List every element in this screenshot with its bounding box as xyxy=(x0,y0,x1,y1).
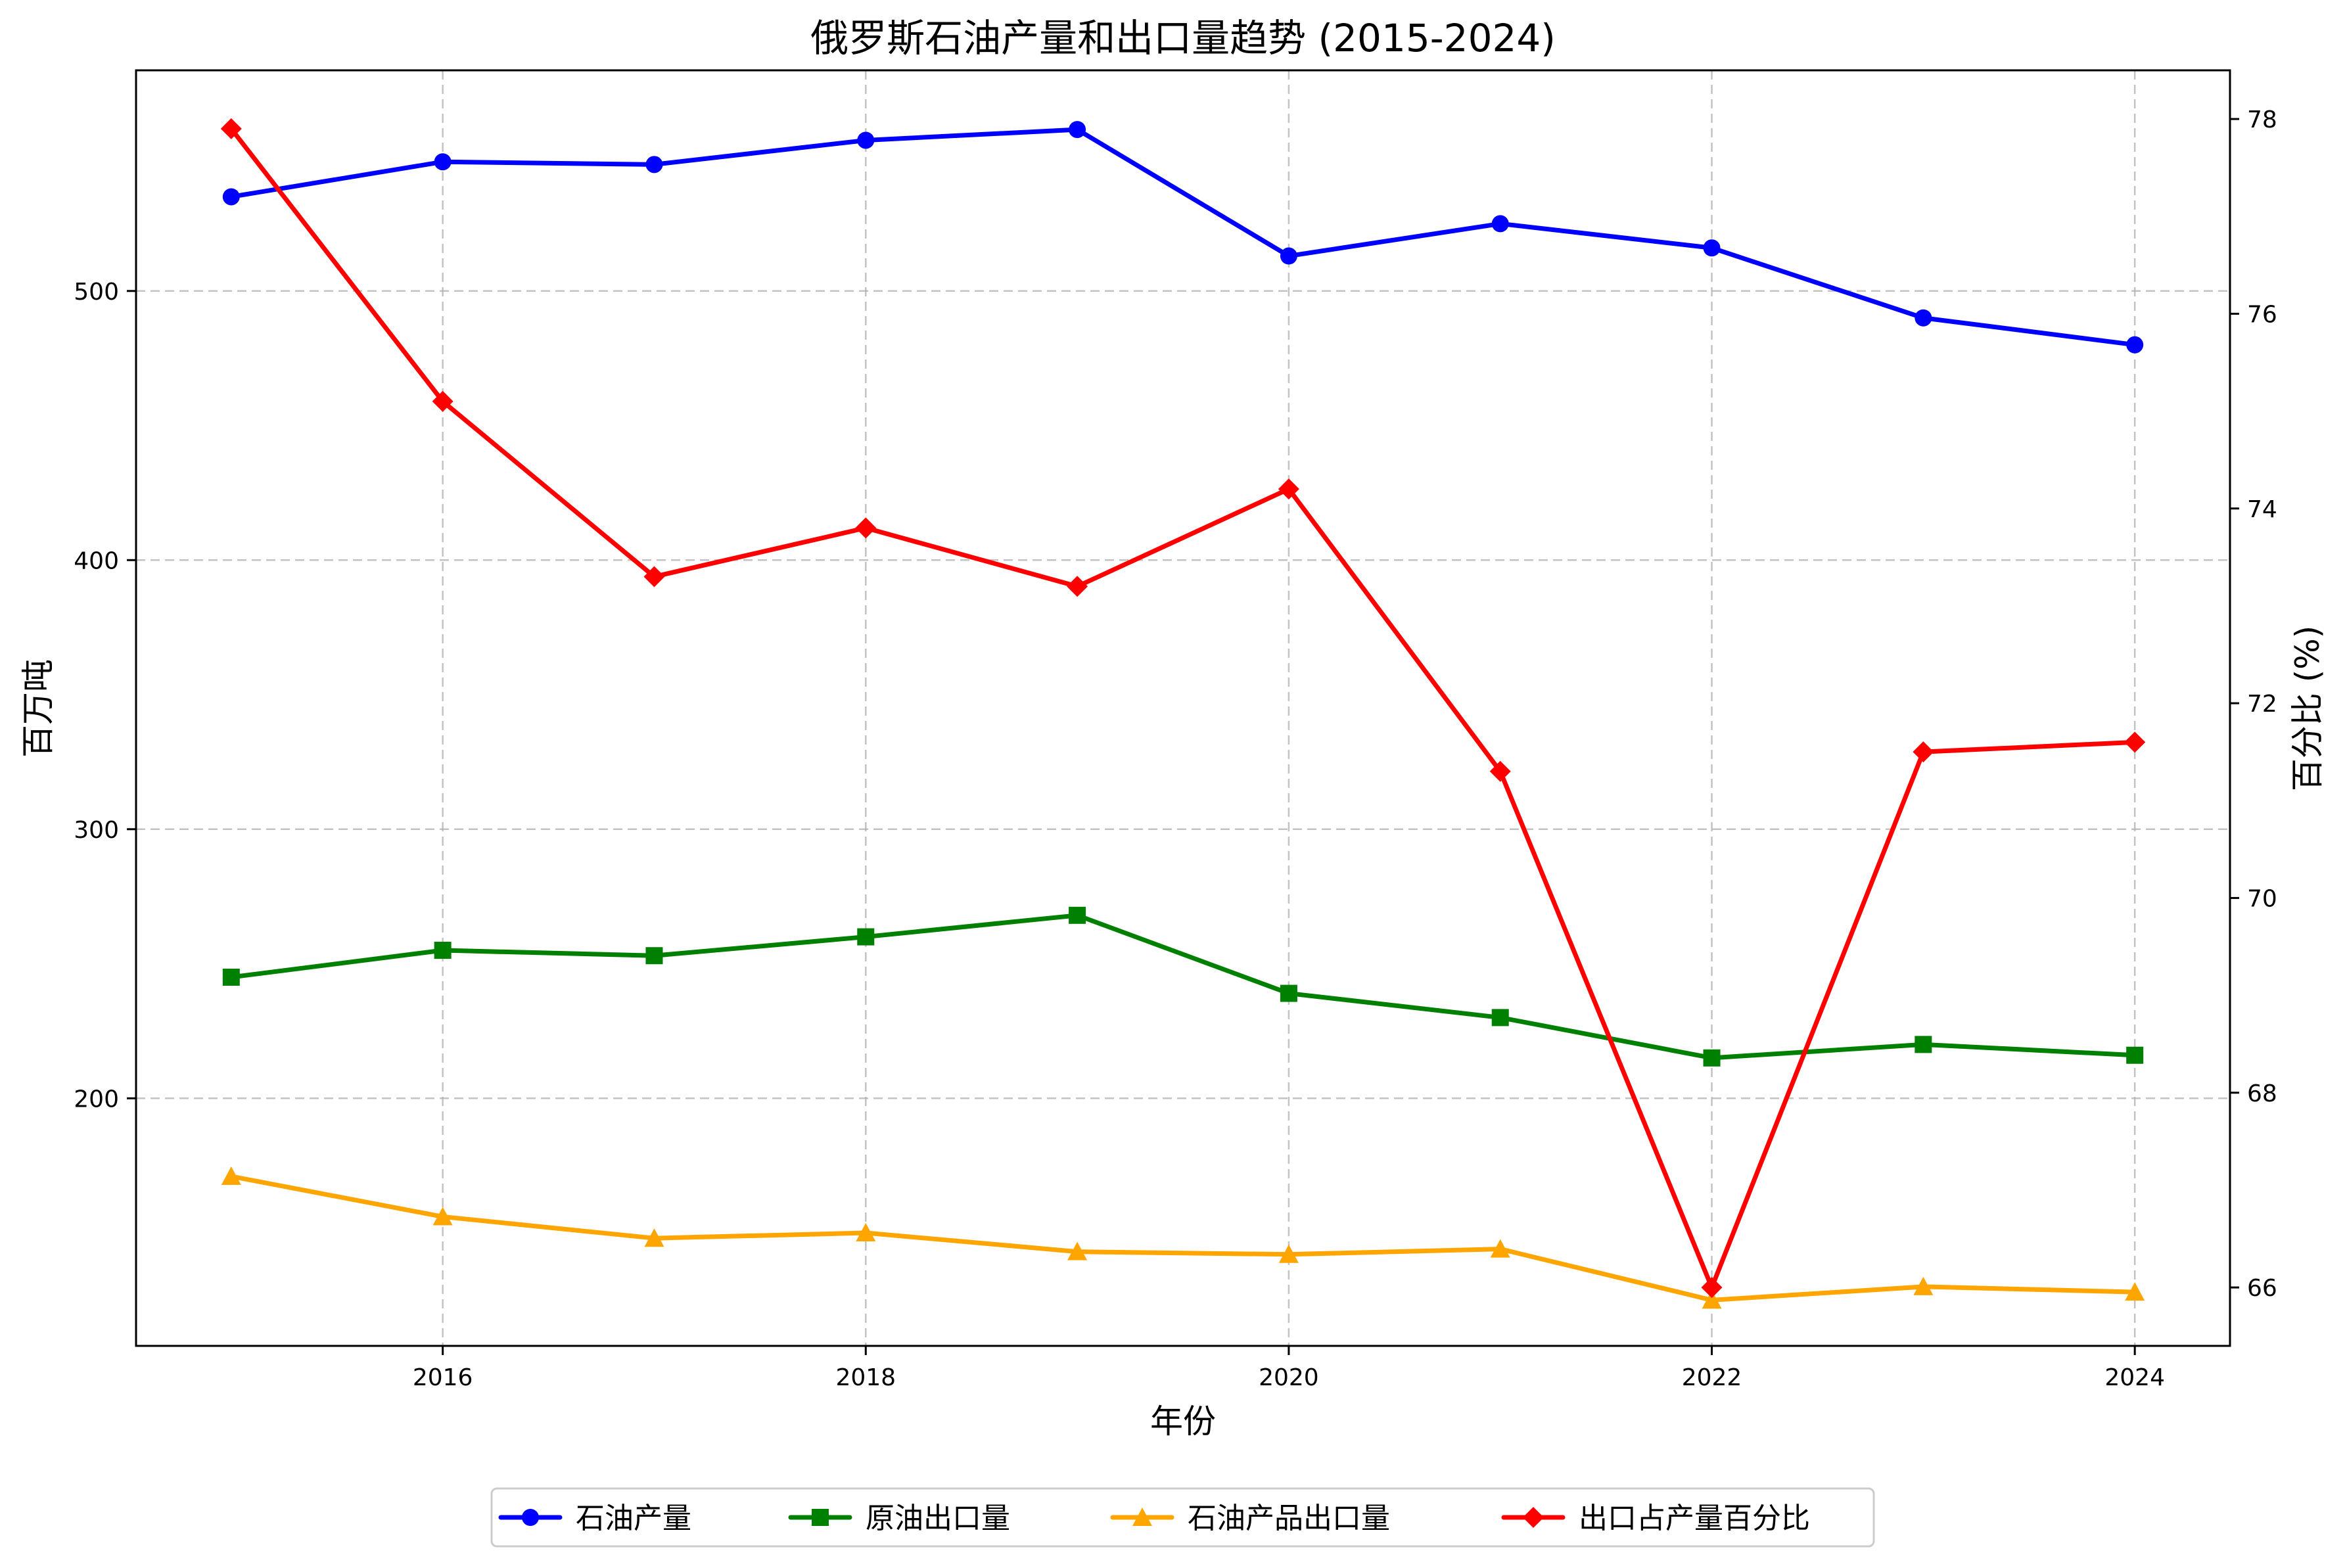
series-4-point xyxy=(1701,1277,1723,1299)
legend-label: 出口占产量百分比 xyxy=(1579,1502,1810,1535)
series-1-point xyxy=(1491,215,1509,233)
series-3-point xyxy=(644,1228,664,1247)
x-tick-label: 2018 xyxy=(835,1364,896,1391)
series-3-point xyxy=(221,1166,241,1186)
series-3-point xyxy=(1490,1239,1510,1258)
right-y-tick-label: 68 xyxy=(2247,1080,2277,1107)
right-y-axis-ticks: 66 68 70 72 74 76 78 xyxy=(2230,106,2277,1302)
grid-lines xyxy=(136,70,2230,1346)
series-4-point xyxy=(220,118,242,139)
left-y-tick-label: 300 xyxy=(74,817,119,844)
legend-item: 原油出口量 xyxy=(788,1502,1010,1535)
series-4-point xyxy=(1913,741,1934,763)
series-2-point xyxy=(2126,1046,2144,1064)
series-4-point xyxy=(432,390,453,412)
series-3-point xyxy=(432,1207,453,1226)
left-y-tick-label: 500 xyxy=(74,279,119,306)
legend-box xyxy=(490,1487,1875,1548)
series-1-point xyxy=(645,156,663,173)
series-4-point xyxy=(1278,478,1299,500)
series-2-point xyxy=(222,968,240,986)
right-y-tick-label: 70 xyxy=(2247,885,2277,912)
right-y-tick-label: 76 xyxy=(2247,301,2277,328)
left-y-axis-ticks: 200 300 400 500 xyxy=(74,279,136,1113)
legend-marker-swatch xyxy=(1523,1507,1544,1528)
series-3-point xyxy=(1702,1290,1722,1309)
series-3-point xyxy=(1278,1244,1299,1263)
legend-item: 石油产量 xyxy=(498,1502,691,1535)
left-y-axis-label: 百万吨 xyxy=(19,659,57,758)
legend-label: 石油产品出口量 xyxy=(1188,1502,1390,1535)
series-2-point xyxy=(1915,1036,1932,1053)
left-y-tick-label: 400 xyxy=(74,547,119,574)
x-tick-label: 2022 xyxy=(1682,1364,1742,1391)
series-2-point xyxy=(1491,1009,1509,1026)
right-y-tick-label: 66 xyxy=(2247,1275,2277,1302)
series-lines xyxy=(229,126,2137,1303)
series-line-3 xyxy=(229,1174,2137,1303)
series-4-point xyxy=(2124,731,2146,753)
series-1-point xyxy=(434,153,452,171)
series-3-point xyxy=(1913,1276,1934,1295)
series-1-point xyxy=(857,131,875,149)
series-3-point xyxy=(2125,1282,2145,1301)
plot-frame xyxy=(135,69,2231,1347)
series-2-point xyxy=(645,947,663,965)
left-y-tick-label: 200 xyxy=(74,1086,119,1113)
series-1-point xyxy=(1069,121,1086,139)
legend-label: 原油出口量 xyxy=(866,1502,1010,1535)
legend-marker-swatch xyxy=(522,1509,539,1526)
x-axis-ticks: 2016 2018 2020 2022 2024 xyxy=(413,1346,2165,1391)
series-2-point xyxy=(1703,1049,1721,1067)
series-4-point xyxy=(1489,760,1511,782)
series-1-point xyxy=(2126,336,2144,354)
legend-item: 石油产品出口量 xyxy=(1110,1502,1390,1535)
right-y-tick-label: 72 xyxy=(2247,691,2277,718)
series-4-point xyxy=(1067,576,1088,597)
chart-title: 俄罗斯石油产量和出口量趋势 (2015-2024) xyxy=(810,16,1556,60)
series-2-point xyxy=(857,928,875,946)
x-tick-label: 2020 xyxy=(1259,1364,1319,1391)
right-y-axis-label: 百分比 (%) xyxy=(2288,626,2327,791)
series-line-1 xyxy=(229,127,2137,348)
series-1-point xyxy=(1915,309,1932,327)
series-line-2 xyxy=(229,913,2137,1061)
series-2-point xyxy=(1280,984,1297,1002)
series-4-point xyxy=(643,566,665,588)
legend-items: 石油产量 原油出口量 石油产品出口量 出口占产量百分比 xyxy=(498,1502,1810,1535)
series-markers xyxy=(220,118,2146,1309)
series-2-point xyxy=(434,942,452,959)
series-line-4 xyxy=(229,126,2137,1290)
series-3-point xyxy=(856,1223,876,1242)
series-1-point xyxy=(222,188,240,206)
series-1-point xyxy=(1280,247,1297,265)
series-2-point xyxy=(1069,906,1086,924)
x-tick-label: 2016 xyxy=(413,1364,473,1391)
x-axis-label: 年份 xyxy=(1150,1402,1216,1441)
series-4-point xyxy=(855,517,877,539)
legend: 石油产量 原油出口量 石油产品出口量 出口占产量百分比 xyxy=(490,1487,1875,1548)
legend-marker-swatch xyxy=(1132,1508,1152,1526)
x-tick-label: 2024 xyxy=(2104,1364,2165,1391)
legend-item: 出口占产量百分比 xyxy=(1501,1502,1810,1535)
series-3-point xyxy=(1067,1241,1088,1260)
legend-marker-swatch xyxy=(812,1509,829,1526)
right-y-tick-label: 74 xyxy=(2247,496,2277,523)
series-1-point xyxy=(1703,239,1721,257)
legend-label: 石油产量 xyxy=(576,1502,691,1535)
right-y-tick-label: 78 xyxy=(2247,106,2277,133)
